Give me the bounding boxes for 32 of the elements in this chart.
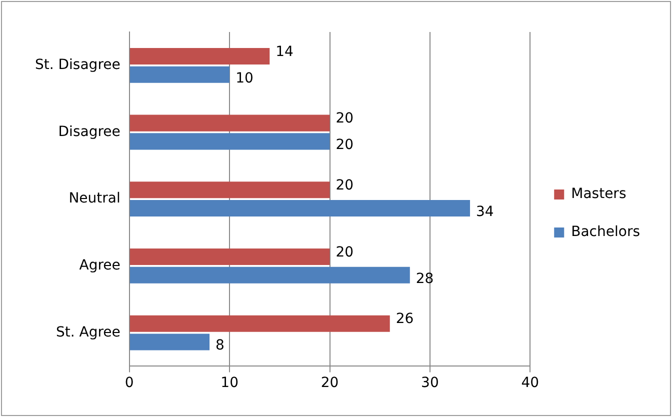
bar	[130, 334, 210, 350]
data-label: 10	[236, 70, 254, 86]
y-tick-label: Disagree	[58, 124, 120, 140]
legend-label: Masters	[571, 186, 626, 202]
bar	[130, 114, 330, 132]
bar	[130, 66, 230, 83]
x-tick-label: 30	[421, 375, 439, 392]
bar	[130, 200, 470, 217]
legend-label: Bachelors	[571, 224, 640, 240]
x-tick-label: 20	[320, 375, 339, 392]
x-tick-label: 40	[521, 375, 540, 392]
data-label: 8	[216, 338, 224, 354]
data-label: 26	[396, 311, 414, 328]
data-label: 34	[476, 204, 494, 220]
y-tick-label: St. Disagree	[34, 57, 120, 74]
data-label: 28	[416, 270, 434, 287]
y-tick-label: Agree	[79, 258, 120, 274]
data-label: 14	[276, 44, 294, 60]
bar	[130, 315, 390, 332]
bar	[130, 133, 330, 150]
data-label: 20	[336, 178, 354, 194]
y-tick-label: Neutral	[68, 190, 120, 207]
data-label: 20	[336, 110, 354, 127]
y-tick-label: St. Agree	[56, 324, 120, 340]
x-tick-label: 0	[124, 375, 134, 392]
data-label: 20	[336, 244, 354, 260]
bar	[130, 266, 410, 284]
bar	[130, 48, 270, 64]
bar	[130, 182, 330, 198]
bar	[130, 248, 330, 266]
x-tick-label: 10	[220, 375, 238, 392]
data-label: 20	[336, 137, 354, 154]
